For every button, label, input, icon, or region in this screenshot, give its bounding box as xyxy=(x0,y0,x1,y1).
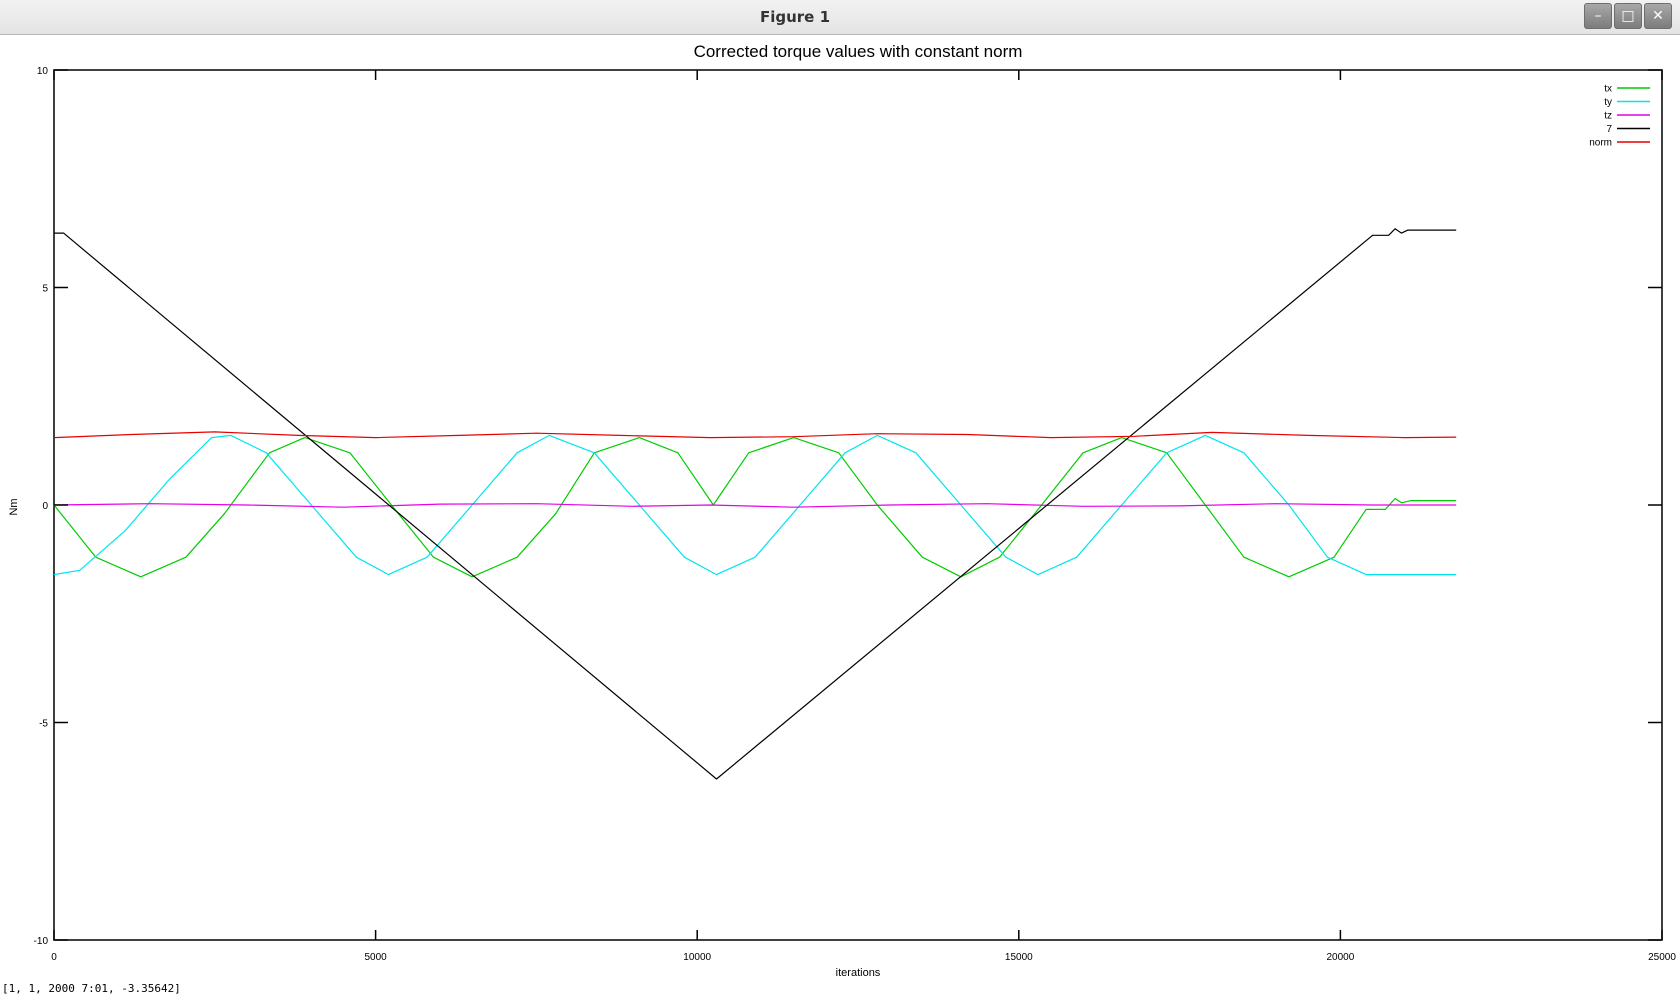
figure-canvas[interactable]: Corrected torque values with constant no… xyxy=(0,34,1680,984)
status-readout: [1, 1, 2000 7:01, -3.35642] xyxy=(2,982,181,995)
legend-label: 7 xyxy=(1606,124,1612,135)
x-tick-label: 0 xyxy=(51,952,57,963)
series-line-3 xyxy=(54,228,1457,780)
series-line-1 xyxy=(53,434,1457,576)
y-tick-label: 5 xyxy=(42,284,48,295)
y-tick-label: -10 xyxy=(34,936,49,947)
x-tick-label: 15000 xyxy=(1005,952,1033,963)
maximize-button[interactable]: □ xyxy=(1614,3,1642,29)
y-axis-label: Nm xyxy=(8,498,20,515)
window-controls: – □ ✕ xyxy=(1584,3,1672,29)
minimize-button[interactable]: – xyxy=(1584,3,1612,29)
x-axis-label: iterations xyxy=(836,967,881,979)
window-title: Figure 1 xyxy=(759,8,831,26)
legend-label: ty xyxy=(1604,97,1612,108)
legend: tx ty tz 7 norm xyxy=(1589,84,1650,149)
x-tick-label: 5000 xyxy=(364,952,387,963)
legend-label: tx xyxy=(1604,84,1612,95)
y-tick-label: 0 xyxy=(42,501,48,512)
chart-title: Corrected torque values with constant no… xyxy=(694,42,1023,61)
window-titlebar: Figure 1 – □ ✕ xyxy=(0,0,1680,35)
y-tick-label: -5 xyxy=(39,719,48,730)
axis-ticks: 0 5000 10000 15000 20000 25000 -10 -5 0 5 10 xyxy=(34,66,1677,963)
legend-label: norm xyxy=(1589,138,1612,149)
series-line-4 xyxy=(53,431,1457,439)
x-tick-label: 10000 xyxy=(683,952,711,963)
x-tick-label: 20000 xyxy=(1326,952,1354,963)
y-tick-label: 10 xyxy=(37,66,49,77)
series-line-0 xyxy=(53,437,1457,578)
series-line-2 xyxy=(53,503,1457,508)
legend-label: tz xyxy=(1604,111,1612,122)
series-layer xyxy=(53,228,1457,780)
close-button[interactable]: ✕ xyxy=(1644,3,1672,29)
chart: Corrected torque values with constant no… xyxy=(8,42,1677,979)
x-tick-label: 25000 xyxy=(1648,952,1676,963)
